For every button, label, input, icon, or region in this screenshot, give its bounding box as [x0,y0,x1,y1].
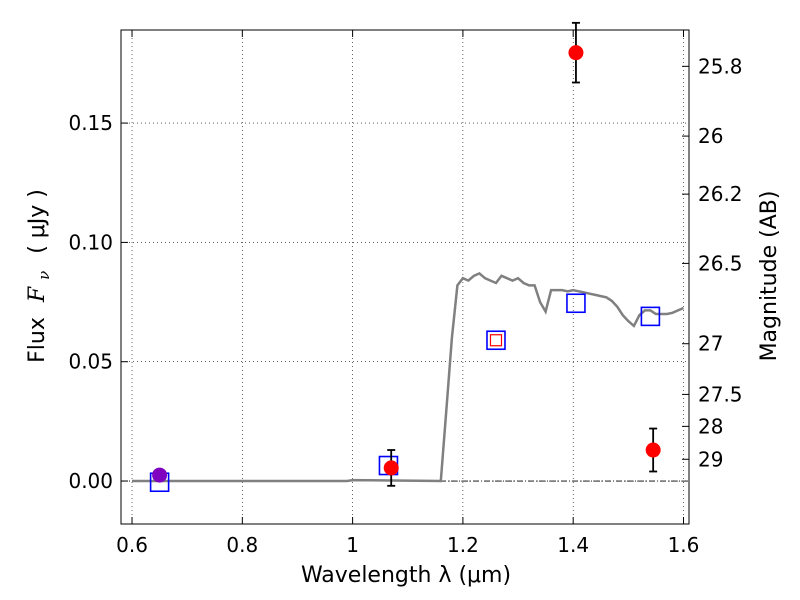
y2-tick-label: 26.5 [698,251,743,275]
model-square-marker [640,306,661,327]
model-square-marker [486,330,506,351]
y-axis-label-subscript: ν [35,271,53,280]
x-tick-label: 1 [346,533,359,557]
inner-red-square-marker [489,334,503,347]
y2-tick-label: 26.2 [698,182,743,206]
y-tick-label: 0.00 [68,469,113,493]
model-square-marker [566,293,586,314]
template-spectrum-line [132,271,684,483]
svg-text:Flux F ν ( μ: Flux F ν ( μJy ) [25,189,55,363]
y-tick-label: 0.15 [68,111,113,135]
x-tick-label: 0.8 [226,533,258,557]
y-axis-label: Flux F ν ( μJy ) [25,189,55,363]
x-tick-label: 1.4 [557,533,589,557]
y2-axis-label: Magnitude (AB) [757,191,782,362]
y2-tick-label: 27.5 [698,382,743,406]
y2-tick-label: 28 [698,414,723,438]
y2-tick-label: 26 [698,124,723,148]
observed-point [645,442,661,458]
observed-point [383,460,399,476]
y2-tick-label: 25.8 [698,54,743,78]
plot-area [121,21,689,493]
observed-point [568,45,584,61]
observed-point [152,467,168,483]
x-axis-label: Wavelength λ (μm) [301,563,511,588]
x-tick-label: 1.2 [447,533,479,557]
y-axis-label-unit: ( μJy ) [25,189,50,254]
x-axis: 0.6 0.8 1 1.2 1.4 1.6 [116,30,699,557]
y-axis-label-prefix: Flux [25,317,50,363]
y2-tick-label: 27 [698,332,723,356]
y-tick-label: 0.05 [68,350,113,374]
y2-tick-label: 29 [698,447,723,471]
x-tick-label: 0.6 [116,533,148,557]
y-tick-label: 0.10 [68,230,113,254]
plot-frame [120,29,690,525]
x-tick-label: 1.6 [668,533,700,557]
y2-axis: 25.8 26 26.2 26.5 27 27.5 28 29 [682,54,743,471]
y-axis-label-symbol: F [25,286,50,303]
y-axis: 0.00 0.05 0.10 0.15 [68,111,128,493]
